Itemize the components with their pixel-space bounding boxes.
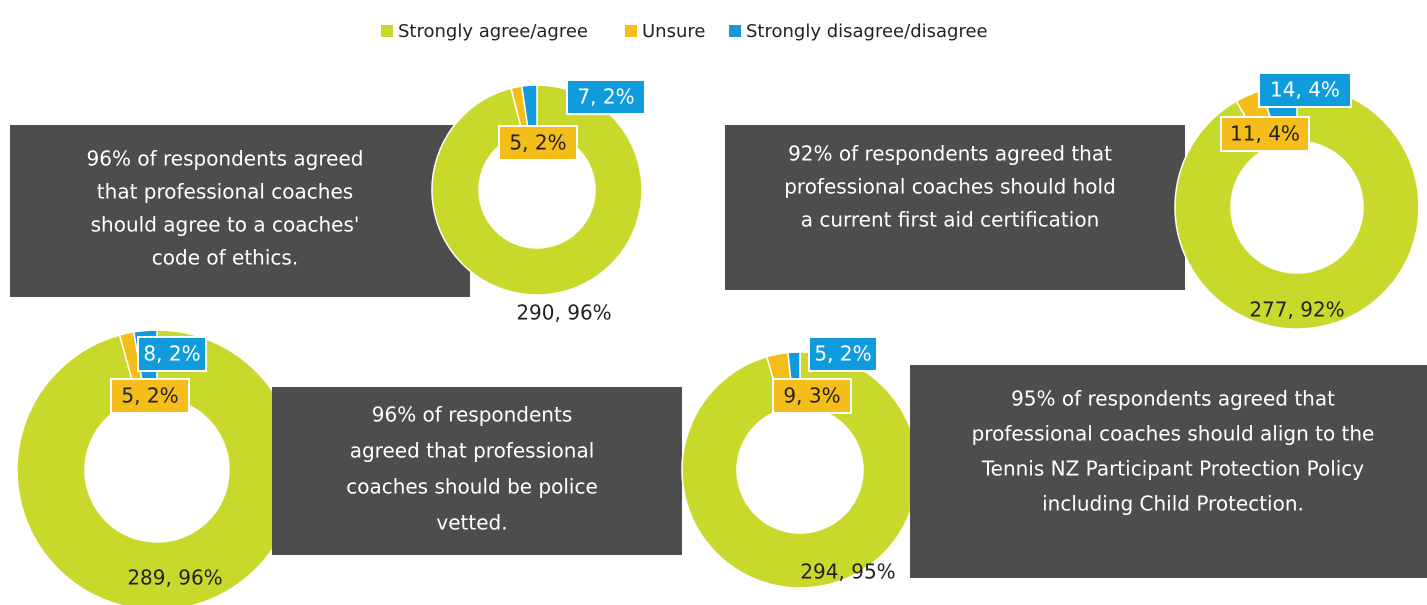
- label-box: [498, 125, 578, 161]
- legend-label: Strongly disagree/disagree: [746, 21, 988, 42]
- annotation-line: professional coaches should hold: [784, 175, 1116, 199]
- legend-label: Strongly agree/agree: [398, 21, 588, 42]
- annotation: 92% of respondents agreed that profession…: [725, 125, 1185, 290]
- legend-swatch: [625, 25, 637, 37]
- annotation-box: [272, 387, 682, 555]
- annotation-line: 96% of respondents: [372, 403, 573, 427]
- value-label: 290, 96%: [516, 301, 611, 325]
- value-label: 277, 92%: [1249, 298, 1344, 322]
- label-box: [137, 336, 207, 372]
- annotation-line: including Child Protection.: [1042, 492, 1304, 516]
- annotation-line: that professional coaches: [97, 180, 353, 204]
- annotation-line: vetted.: [436, 511, 507, 535]
- annotation: 95% of respondents agreed that profession…: [910, 365, 1427, 578]
- annotation-box: [10, 125, 470, 297]
- legend-swatch: [381, 25, 393, 37]
- annotation-line: 92% of respondents agreed that: [788, 142, 1112, 166]
- annotation-line: 96% of respondents agreed: [87, 147, 364, 171]
- annotation-box: [910, 365, 1427, 578]
- value-label: 294, 95%: [800, 560, 895, 584]
- value-label: 5, 2%: [509, 131, 566, 155]
- label-box: [808, 336, 878, 372]
- value-label: 7, 2%: [577, 85, 634, 109]
- label-box: [1220, 116, 1310, 152]
- annotation-line: Tennis NZ Participant Protection Policy: [981, 457, 1364, 481]
- annotation-line: professional coaches should align to the: [972, 422, 1375, 446]
- label-box: [566, 79, 646, 115]
- value-label: 289, 96%: [127, 566, 222, 590]
- value-label: 11, 4%: [1230, 122, 1300, 146]
- legend-swatch: [729, 25, 741, 37]
- value-label: 8, 2%: [143, 342, 200, 366]
- annotation-line: coaches should be police: [346, 475, 598, 499]
- annotation-line: agreed that professional: [350, 439, 595, 463]
- annotation: 96% of respondents agreed that profession…: [272, 387, 682, 555]
- label-box: [110, 378, 190, 414]
- annotation-line: a current first aid certification: [801, 208, 1100, 232]
- annotation-line: code of ethics.: [152, 246, 298, 270]
- label-box: [772, 378, 852, 414]
- label-box: [1258, 72, 1352, 108]
- annotation: 96% of respondents agreed that profession…: [10, 125, 470, 297]
- donut-slice: [431, 84, 643, 296]
- annotation-line: should agree to a coaches': [91, 213, 360, 237]
- annotation-box: [725, 125, 1185, 290]
- value-label: 5, 2%: [814, 342, 871, 366]
- value-label: 14, 4%: [1270, 78, 1340, 102]
- value-label: 5, 2%: [121, 384, 178, 408]
- legend-label: Unsure: [642, 21, 705, 42]
- value-label: 9, 3%: [783, 384, 840, 408]
- annotation-line: 95% of respondents agreed that: [1011, 387, 1335, 411]
